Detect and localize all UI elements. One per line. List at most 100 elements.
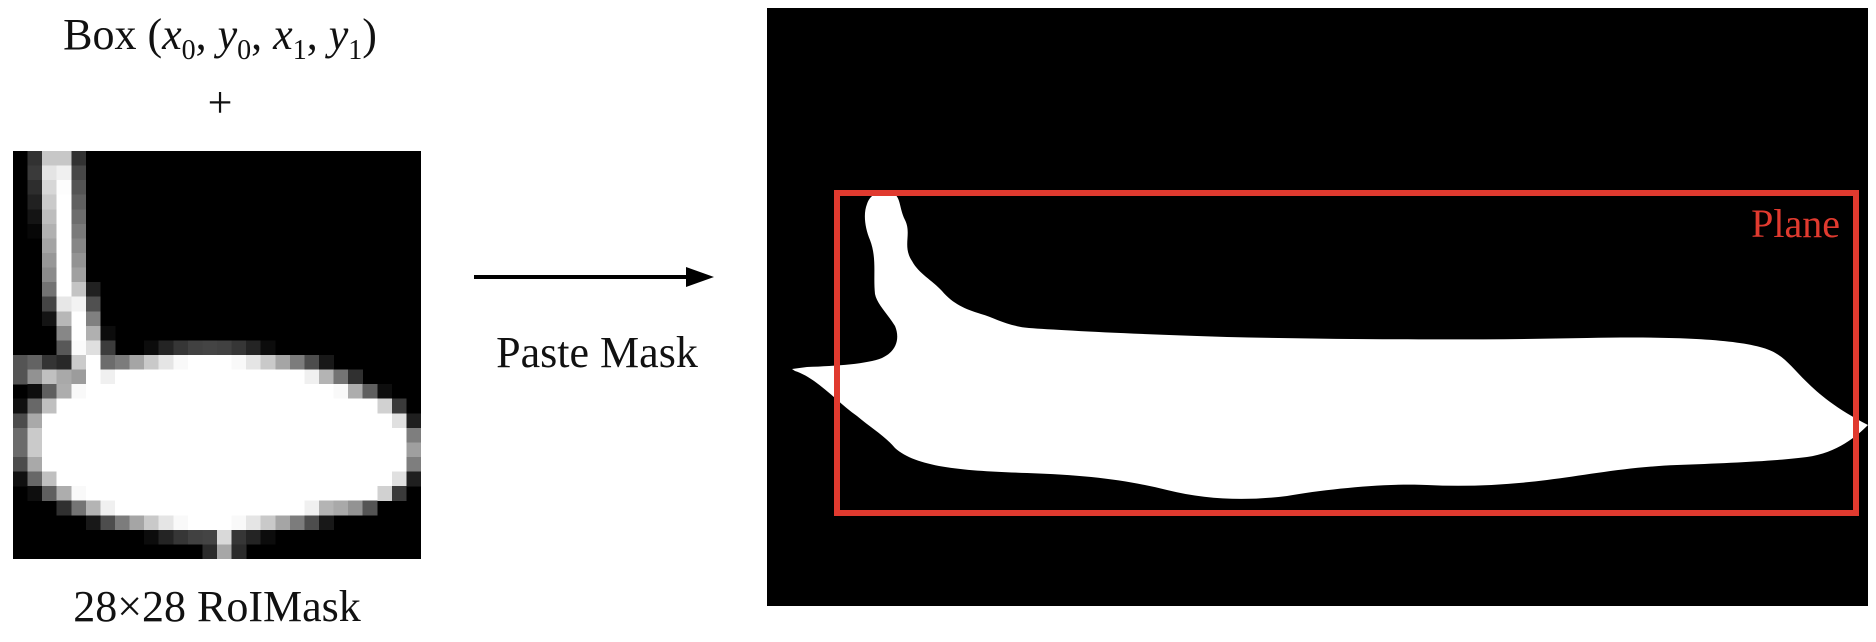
roi-mask-cell — [71, 486, 87, 502]
roi-mask-cell — [42, 442, 58, 458]
roi-mask-cell — [260, 442, 276, 458]
roi-mask-cell — [333, 427, 349, 443]
roi-mask-cell — [217, 413, 232, 429]
roi-mask-cell — [319, 500, 334, 516]
roi-mask-cell — [115, 471, 130, 487]
roi-mask-cell — [71, 398, 87, 414]
roi-mask-cell — [71, 151, 87, 166]
roi-mask-cell — [27, 413, 43, 429]
roi-mask-cell — [100, 442, 116, 458]
roi-mask-cell — [56, 486, 72, 502]
roi-mask-cell — [217, 369, 232, 385]
roi-mask-cell — [173, 500, 189, 516]
roi-mask-cell — [304, 471, 320, 487]
roi-mask-cell — [56, 325, 72, 341]
roi-mask-cell — [333, 457, 349, 472]
roi-mask-cell — [348, 500, 364, 516]
roi-mask-cell — [100, 500, 116, 516]
roi-mask-cell — [115, 384, 130, 400]
roi-mask-cell — [202, 398, 218, 414]
roi-mask-cell — [56, 413, 72, 429]
roi-mask-cell — [348, 398, 364, 414]
roi-mask-cell — [260, 529, 276, 545]
coord-x0: x0 — [162, 10, 196, 66]
roi-mask-cell — [246, 515, 262, 531]
roi-mask-cell — [231, 355, 247, 370]
roi-mask-cell — [158, 340, 174, 356]
roi-mask-cell — [158, 427, 174, 443]
box-coordinates-label: Box (x0, y0, x1, y1) — [63, 10, 377, 66]
roi-mask-cell — [85, 369, 101, 385]
roi-mask-cell — [42, 413, 58, 429]
roi-mask-cell — [246, 486, 262, 502]
roi-mask-cell — [202, 442, 218, 458]
roi-mask-cell — [217, 529, 232, 545]
roi-mask-cell — [100, 398, 116, 414]
roi-mask-cell — [27, 384, 43, 400]
roi-mask-cell — [173, 369, 189, 385]
roi-mask-cell — [246, 398, 262, 414]
roi-mask-cell — [260, 500, 276, 516]
roi-mask-cell — [129, 500, 145, 516]
roi-mask-cell — [319, 398, 334, 414]
roi-mask-cell — [56, 457, 72, 472]
roi-mask-cell — [304, 442, 320, 458]
roi-mask-cell — [85, 486, 101, 502]
roi-mask-cell — [391, 427, 407, 443]
roi-mask-cell — [202, 384, 218, 400]
roi-mask-cell — [100, 457, 116, 472]
roi-mask-cell — [217, 515, 232, 531]
roi-mask-cell — [289, 384, 305, 400]
roi-mask-cell — [187, 486, 203, 502]
roi-mask-cell — [42, 471, 58, 487]
roi-mask-cell — [406, 442, 421, 458]
roi-mask-cell — [56, 311, 72, 327]
roi-mask-cell — [71, 442, 87, 458]
roi-mask-cell — [304, 515, 320, 531]
roi-mask-cell — [406, 427, 421, 443]
roi-mask-cell — [187, 457, 203, 472]
roi-mask-cell — [56, 427, 72, 443]
roi-mask-cells — [13, 151, 421, 559]
roi-mask-cell — [333, 486, 349, 502]
plane-bounding-box — [834, 190, 1859, 516]
roi-mask-cell — [129, 384, 145, 400]
roi-mask-cell — [319, 413, 334, 429]
roi-mask-cell — [289, 471, 305, 487]
roi-mask-cell — [319, 369, 334, 385]
roi-mask-cell — [100, 355, 116, 370]
roi-mask-cell — [362, 457, 378, 472]
roi-mask-cell — [42, 238, 58, 254]
roi-mask-cell — [144, 384, 160, 400]
roi-mask-cell — [173, 529, 189, 545]
roi-mask-cell — [289, 398, 305, 414]
roi-mask-cell — [173, 427, 189, 443]
roi-mask-cell — [333, 384, 349, 400]
roi-mask-cell — [173, 515, 189, 531]
roi-mask-cell — [158, 457, 174, 472]
roi-mask-cell — [71, 311, 87, 327]
roi-mask-cell — [187, 369, 203, 385]
roi-mask-cell — [202, 427, 218, 443]
roi-mask-cell — [275, 413, 291, 429]
roi-mask-cell — [144, 427, 160, 443]
roi-mask-cell — [362, 442, 378, 458]
roi-mask-cell — [333, 369, 349, 385]
roi-mask-cell — [144, 340, 160, 356]
roi-mask-cell — [231, 398, 247, 414]
roi-mask-cell — [100, 369, 116, 385]
roi-mask-cell — [231, 457, 247, 472]
roi-mask-cell — [85, 442, 101, 458]
roi-mask-cell — [56, 151, 72, 166]
roi-mask-cell — [85, 296, 101, 312]
roi-mask-cell — [187, 340, 203, 356]
roi-mask-cell — [202, 369, 218, 385]
roi-mask-cell — [100, 515, 116, 531]
roi-mask-cell — [13, 369, 28, 385]
roi-mask-cell — [71, 340, 87, 356]
roi-mask-cell — [304, 486, 320, 502]
roi-mask-cell — [42, 369, 58, 385]
roi-mask-cell — [391, 413, 407, 429]
roi-mask-cell — [158, 486, 174, 502]
roi-mask-cell — [173, 457, 189, 472]
